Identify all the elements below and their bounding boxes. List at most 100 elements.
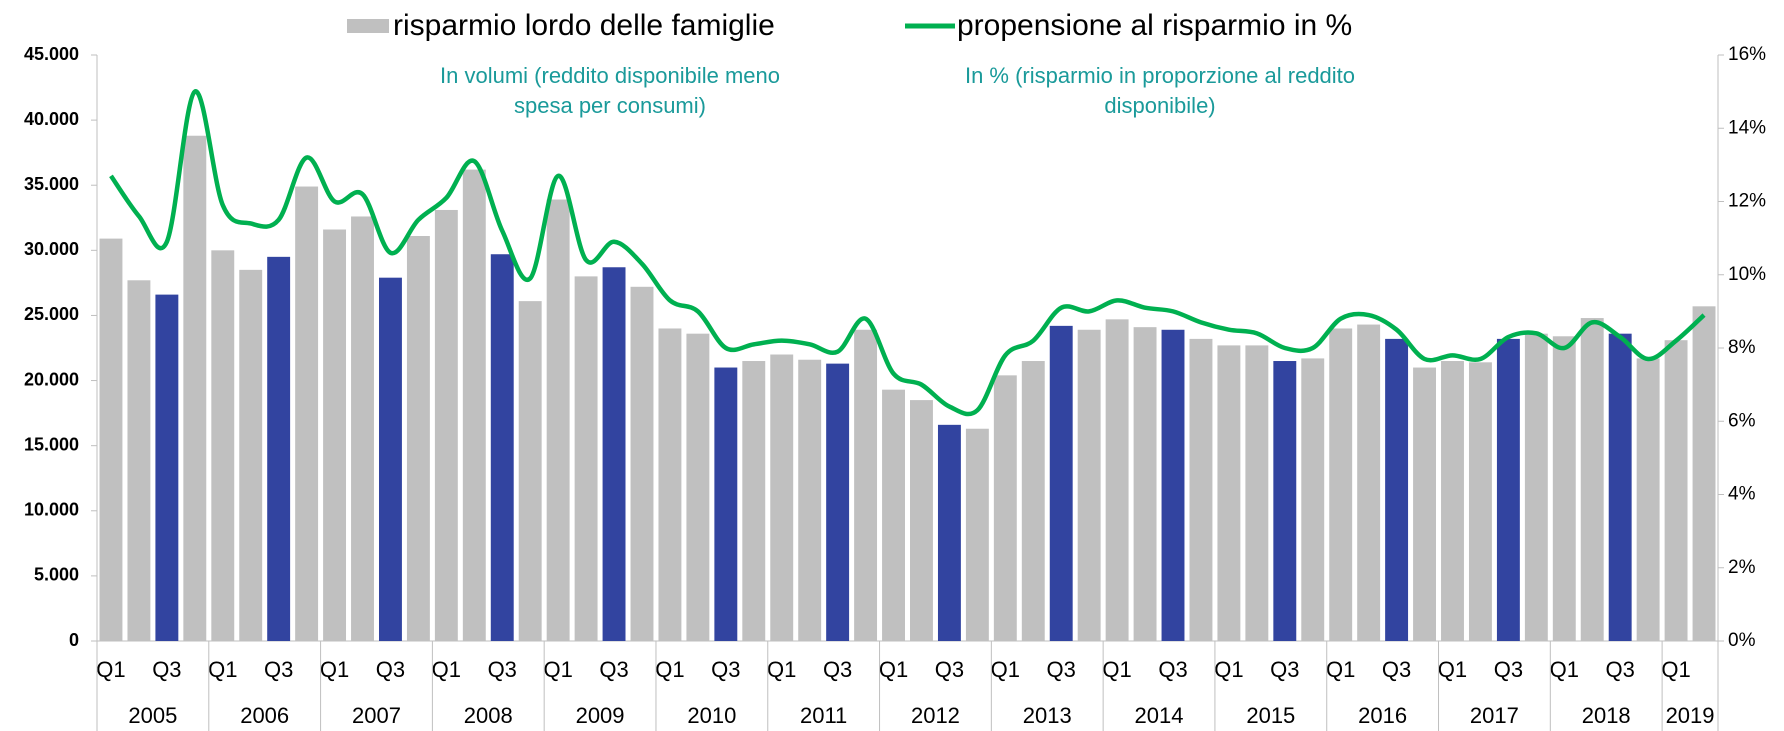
legend-label: propensione al risparmio in % [957,9,1352,42]
x-tick-label: Q3 [264,657,293,682]
bar [155,294,179,641]
annotation: In % (risparmio in proporzione al reddit… [965,63,1355,88]
year-label: 2013 [1023,703,1072,728]
x-tick-label: Q3 [1158,657,1187,682]
bar [1552,336,1576,641]
x-tick-label: Q1 [1326,657,1355,682]
year-label: 2015 [1246,703,1295,728]
y-tick-label: 40.000 [24,109,79,129]
y2-tick-label: 4% [1728,484,1756,505]
x-tick-label: Q1 [320,657,349,682]
bar [798,359,822,641]
year-label: 2014 [1135,703,1184,728]
bar [1245,345,1269,641]
bar [1329,328,1353,641]
bar [127,280,151,641]
bar [1580,318,1604,641]
line [109,89,1706,417]
bar [658,328,682,641]
x-tick-label: Q3 [1606,657,1635,682]
bar [211,250,235,642]
y2-tick-label: 16% [1728,44,1766,65]
bar [714,367,738,641]
y2-tick-label: 6% [1728,410,1756,431]
bar [910,400,933,641]
y-tick-label: 30.000 [24,239,79,259]
x-tick-label: Q3 [1382,657,1411,682]
year-label: 2011 [800,703,847,728]
x-tick-label: Q3 [1494,657,1523,682]
bar [1636,358,1660,641]
y-tick-label: 25.000 [24,304,79,324]
bar [434,209,458,641]
bar [239,269,263,641]
year-label: 2007 [352,703,401,728]
bar [993,375,1017,641]
legend-swatch [347,19,389,33]
bar [1496,338,1520,641]
bar [1385,338,1409,641]
bar [602,267,626,641]
y2-tick-label: 0% [1728,630,1756,651]
y2-tick-label: 12% [1728,191,1766,212]
x-tick-label: Q3 [152,657,181,682]
x-tick-label: Q1 [1661,657,1690,682]
year-label: 2009 [576,703,625,728]
year-label: 2019 [1666,703,1715,728]
annotation: In volumi (reddito disponibile meno [440,63,780,88]
bar [937,424,961,641]
annotation: disponibile) [1104,93,1215,118]
bar [1413,367,1437,641]
bar [1664,340,1688,641]
bar [183,135,207,641]
year-label: 2010 [687,703,736,728]
bar [1077,329,1101,641]
x-tick-label: Q3 [823,657,852,682]
bar [826,363,850,641]
x-tick-label: Q1 [1102,657,1131,682]
bar [1161,329,1185,641]
bar [546,199,570,641]
x-tick-label: Q1 [1438,657,1467,682]
bar [1524,333,1548,641]
year-label: 2018 [1582,703,1631,728]
bar [854,329,878,641]
x-tick-label: Q1 [879,657,908,682]
x-tick-label: Q1 [991,657,1020,682]
annotation: spesa per consumi) [514,93,706,118]
bar [630,286,654,641]
x-tick-label: Q1 [767,657,796,682]
bar [295,186,319,641]
x-tick-label: Q3 [1047,657,1076,682]
x-tick-label: Q1 [1550,657,1579,682]
year-label: 2008 [464,703,513,728]
bar [965,428,989,641]
x-tick-label: Q3 [935,657,964,682]
y2-tick-label: 14% [1728,117,1766,138]
y-tick-label: 5.000 [34,565,79,585]
bar [323,229,347,641]
bar [1133,327,1157,641]
y2-tick-label: 8% [1728,337,1756,358]
x-tick-label: Q3 [376,657,405,682]
y-tick-label: 35.000 [24,174,79,194]
year-label: 2012 [911,703,960,728]
x-tick-label: Q1 [655,657,684,682]
y-tick-label: 0 [69,630,79,650]
y-tick-label: 15.000 [24,434,79,454]
bar [1273,361,1297,641]
x-tick-label: Q1 [96,657,125,682]
y2-tick-label: 10% [1728,264,1766,285]
bar [1692,306,1716,641]
bar [1105,319,1129,641]
bar [378,277,402,641]
x-tick-label: Q3 [711,657,740,682]
bar [1301,358,1325,641]
x-tick-label: Q1 [432,657,461,682]
bar [1021,361,1045,641]
bar [770,354,794,641]
bar [462,169,486,641]
bar [406,236,430,641]
x-tick-label: Q3 [599,657,628,682]
